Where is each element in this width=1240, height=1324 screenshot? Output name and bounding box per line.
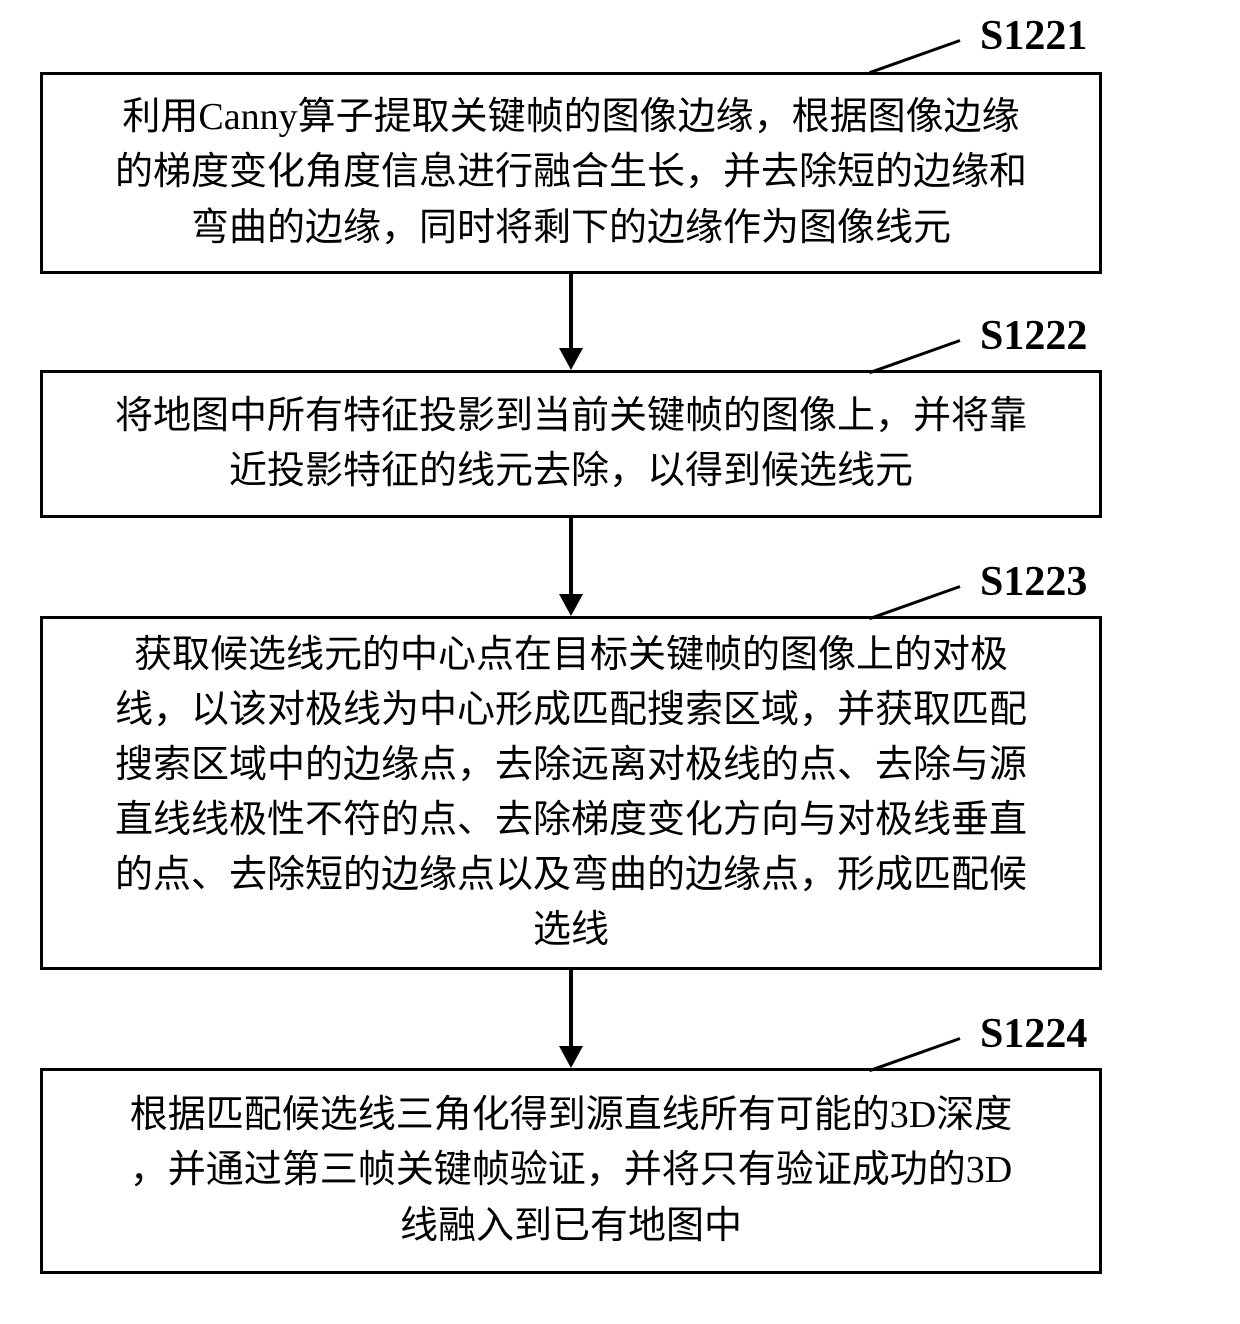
step-text: 利用Canny算子提取关键帧的图像边缘，根据图像边缘 的梯度变化角度信息进行融合… bbox=[115, 90, 1027, 255]
step-label-S1223: S1223 bbox=[980, 558, 1087, 606]
step-box-S1223: 获取候选线元的中心点在目标关键帧的图像上的对极 线，以该对极线为中心形成匹配搜索… bbox=[40, 616, 1102, 970]
arrow-head-icon bbox=[559, 1046, 583, 1068]
step-text: 根据匹配候选线三角化得到源直线所有可能的3D深度 ，并通过第三帧关键帧验证，并将… bbox=[130, 1088, 1012, 1253]
arrow-head-icon bbox=[559, 594, 583, 616]
label-leader bbox=[870, 585, 961, 620]
step-label-S1224: S1224 bbox=[980, 1010, 1087, 1058]
label-leader bbox=[870, 1037, 961, 1072]
arrow-head-icon bbox=[559, 348, 583, 370]
step-label-S1221: S1221 bbox=[980, 12, 1087, 60]
step-box-S1221: 利用Canny算子提取关键帧的图像边缘，根据图像边缘 的梯度变化角度信息进行融合… bbox=[40, 72, 1102, 274]
arrow-line bbox=[569, 970, 573, 1046]
label-leader bbox=[870, 39, 961, 74]
label-leader bbox=[870, 339, 961, 374]
step-label-S1222: S1222 bbox=[980, 312, 1087, 360]
step-box-S1222: 将地图中所有特征投影到当前关键帧的图像上，并将靠 近投影特征的线元去除，以得到候… bbox=[40, 370, 1102, 518]
step-box-S1224: 根据匹配候选线三角化得到源直线所有可能的3D深度 ，并通过第三帧关键帧验证，并将… bbox=[40, 1068, 1102, 1274]
step-text: 获取候选线元的中心点在目标关键帧的图像上的对极 线，以该对极线为中心形成匹配搜索… bbox=[115, 628, 1027, 959]
step-text: 将地图中所有特征投影到当前关键帧的图像上，并将靠 近投影特征的线元去除，以得到候… bbox=[115, 389, 1027, 499]
arrow-line bbox=[569, 274, 573, 348]
arrow-line bbox=[569, 518, 573, 594]
flowchart-canvas: 利用Canny算子提取关键帧的图像边缘，根据图像边缘 的梯度变化角度信息进行融合… bbox=[0, 0, 1240, 1324]
